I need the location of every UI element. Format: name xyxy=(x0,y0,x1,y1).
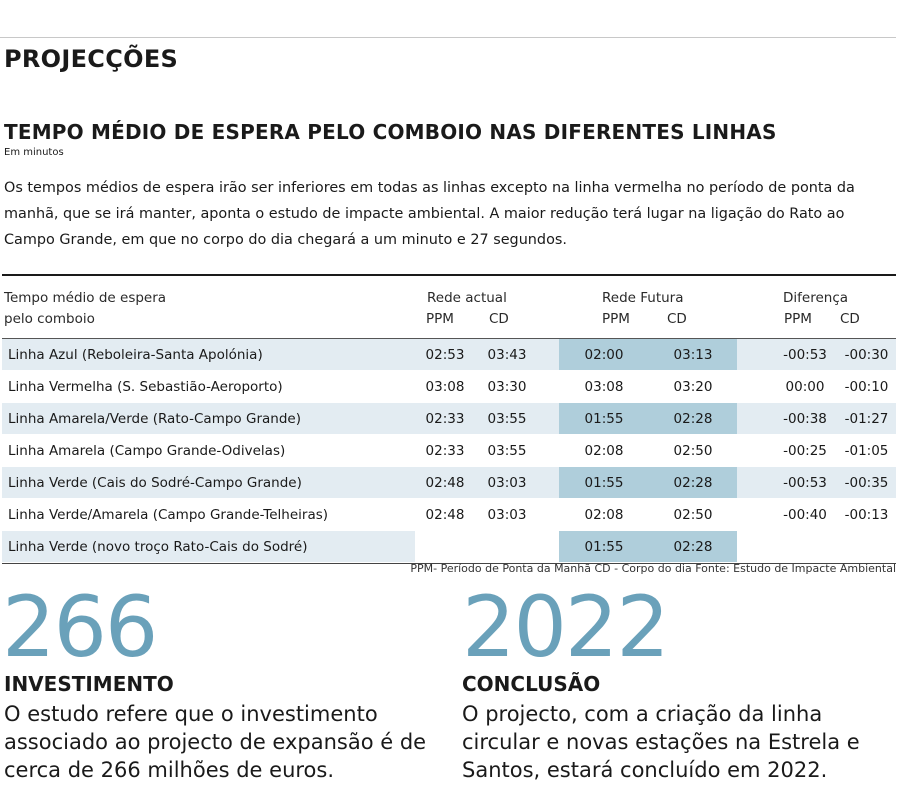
future-ppm-cell: 03:08 xyxy=(559,370,649,403)
line-name: Linha Verde (novo troço Rato-Cais do Sod… xyxy=(2,530,415,563)
diff-ppm-cell: -00:53 xyxy=(773,339,837,371)
conclusion-number: 2022 xyxy=(462,578,670,676)
header-diff-ppm: PPM xyxy=(784,311,812,327)
table-footnote: PPM- Período de Ponta da Manhã CD - Corp… xyxy=(410,562,896,575)
intro-paragraph: Os tempos médios de espera irão ser infe… xyxy=(4,180,855,248)
actual-cd-cell xyxy=(475,530,539,563)
investment-label: INVESTIMENTO xyxy=(4,672,174,696)
table-row: Linha Vermelha (S. Sebastião-Aeroporto) 0… xyxy=(2,370,896,403)
future-cd-cell: 02:28 xyxy=(649,530,737,563)
spacer-cell xyxy=(737,434,773,467)
table-header: Tempo médio de espera pelo comboio Rede … xyxy=(2,276,896,338)
actual-ppm-cell: 02:48 xyxy=(415,466,475,499)
header-diff-cd: CD xyxy=(840,311,860,327)
actual-ppm-cell: 03:08 xyxy=(415,370,475,403)
future-cd-cell: 02:50 xyxy=(649,434,737,467)
line-name: Linha Vermelha (S. Sebastião-Aeroporto) xyxy=(2,370,415,403)
spacer-cell xyxy=(539,530,559,563)
future-cd-cell: 03:13 xyxy=(649,339,737,371)
spacer-cell xyxy=(737,498,773,531)
diff-ppm-cell xyxy=(773,530,837,563)
conclusion-text: O projecto, com a criação da linha circu… xyxy=(462,702,860,782)
line-name: Linha Azul (Reboleira-Santa Apolónia) xyxy=(2,339,415,371)
actual-cd-cell: 03:55 xyxy=(475,402,539,435)
diff-ppm-cell: -00:53 xyxy=(773,466,837,499)
investment-number: 266 xyxy=(2,578,158,676)
actual-cd-cell: 03:43 xyxy=(475,339,539,371)
line-name: Linha Verde/Amarela (Campo Grande-Telhei… xyxy=(2,498,415,531)
spacer-cell xyxy=(737,339,773,371)
diff-cd-cell: -00:13 xyxy=(837,498,896,531)
section-title: PROJECÇÕES xyxy=(4,45,179,73)
diff-cd-cell: -00:30 xyxy=(837,339,896,371)
waiting-time-table: Tempo médio de espera pelo comboio Rede … xyxy=(2,274,896,564)
line-name: Linha Amarela/Verde (Rato-Campo Grande) xyxy=(2,402,415,435)
future-ppm-cell: 02:08 xyxy=(559,434,649,467)
spacer-cell xyxy=(737,466,773,499)
table-row: Linha Verde/Amarela (Campo Grande-Telhei… xyxy=(2,498,896,531)
header-future-ppm: PPM xyxy=(602,311,630,327)
table-row: Linha Azul (Reboleira-Santa Apolónia) 02:… xyxy=(2,339,896,371)
future-ppm-cell: 01:55 xyxy=(559,466,649,499)
diff-ppm-cell: -00:25 xyxy=(773,434,837,467)
table-row: Linha Amarela/Verde (Rato-Campo Grande) 0… xyxy=(2,402,896,435)
diff-cd-cell xyxy=(837,530,896,563)
diff-cd-cell: -01:05 xyxy=(837,434,896,467)
spacer-cell xyxy=(539,370,559,403)
diff-ppm-cell: 00:00 xyxy=(773,370,837,403)
future-ppm-cell: 02:00 xyxy=(559,339,649,371)
table-top-rule xyxy=(2,274,896,276)
spacer-cell xyxy=(539,498,559,531)
future-ppm-cell: 01:55 xyxy=(559,402,649,435)
actual-ppm-cell: 02:53 xyxy=(415,339,475,371)
header-label-line1: Tempo médio de espera xyxy=(4,290,167,306)
top-rule xyxy=(0,37,896,38)
header-group-actual: Rede actual xyxy=(427,290,507,306)
line-name: Linha Verde (Cais do Sodré-Campo Grande) xyxy=(2,466,415,499)
line-name: Linha Amarela (Campo Grande-Odivelas) xyxy=(2,434,415,467)
future-cd-cell: 02:50 xyxy=(649,498,737,531)
header-future-cd: CD xyxy=(667,311,687,327)
future-cd-cell: 02:28 xyxy=(649,402,737,435)
table-body: Linha Azul (Reboleira-Santa Apolónia) 02:… xyxy=(2,339,896,563)
actual-ppm-cell xyxy=(415,530,475,563)
actual-cd-cell: 03:55 xyxy=(475,434,539,467)
actual-ppm-cell: 02:33 xyxy=(415,402,475,435)
spacer-cell xyxy=(539,466,559,499)
actual-cd-cell: 03:03 xyxy=(475,466,539,499)
future-cd-cell: 02:28 xyxy=(649,466,737,499)
actual-cd-cell: 03:03 xyxy=(475,498,539,531)
spacer-cell xyxy=(539,402,559,435)
header-actual-cd: CD xyxy=(489,311,509,327)
header-group-future: Rede Futura xyxy=(602,290,684,306)
investment-text: O estudo refere que o investimento assoc… xyxy=(4,702,427,782)
future-cd-cell: 03:20 xyxy=(649,370,737,403)
spacer-cell xyxy=(539,434,559,467)
table-row: Linha Amarela (Campo Grande-Odivelas) 02:… xyxy=(2,434,896,467)
header-group-diff: Diferença xyxy=(783,290,849,306)
diff-ppm-cell: -00:40 xyxy=(773,498,837,531)
actual-ppm-cell: 02:33 xyxy=(415,434,475,467)
table-title: TEMPO MÉDIO DE ESPERA PELO COMBOIO NAS D… xyxy=(4,120,777,144)
spacer-cell xyxy=(539,339,559,371)
table-row: Linha Verde (novo troço Rato-Cais do Sod… xyxy=(2,530,896,563)
actual-ppm-cell: 02:48 xyxy=(415,498,475,531)
header-actual-ppm: PPM xyxy=(426,311,454,327)
conclusion-label: CONCLUSÃO xyxy=(462,672,601,696)
header-rule xyxy=(2,338,896,339)
diff-cd-cell: -00:35 xyxy=(837,466,896,499)
diff-cd-cell: -00:10 xyxy=(837,370,896,403)
future-ppm-cell: 01:55 xyxy=(559,530,649,563)
future-ppm-cell: 02:08 xyxy=(559,498,649,531)
actual-cd-cell: 03:30 xyxy=(475,370,539,403)
spacer-cell xyxy=(737,402,773,435)
diff-ppm-cell: -00:38 xyxy=(773,402,837,435)
diff-cd-cell: -01:27 xyxy=(837,402,896,435)
unit-note: Em minutos xyxy=(4,147,64,158)
table-row: Linha Verde (Cais do Sodré-Campo Grande)… xyxy=(2,466,896,499)
table-bottom-rule xyxy=(2,563,896,564)
spacer-cell xyxy=(737,530,773,563)
header-label-line2: pelo comboio xyxy=(4,311,95,327)
spacer-cell xyxy=(737,370,773,403)
